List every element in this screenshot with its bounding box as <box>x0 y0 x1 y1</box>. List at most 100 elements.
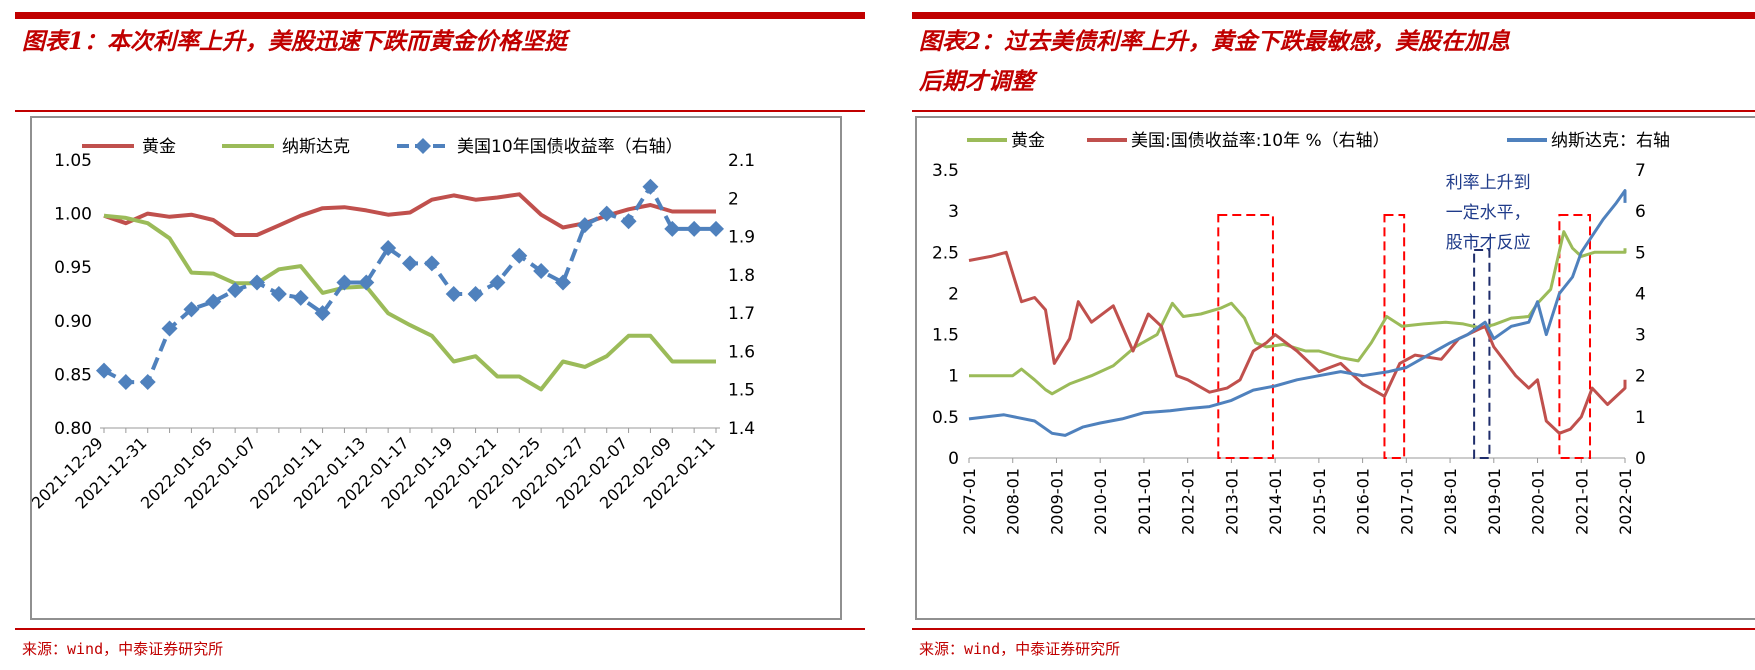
footer-separator <box>15 628 865 630</box>
chart-panel-1: 图表1：本次利率上升，美股迅速下跌而黄金价格坚挺 0.80 0.85 0.90 0.9… <box>0 0 865 670</box>
y-left-tick-label: 3 <box>948 202 959 222</box>
y-left-tick-label: 1.00 <box>54 205 92 225</box>
y-left-tick-label: 1 <box>948 367 959 387</box>
data-point-marker <box>423 255 440 272</box>
legend-label-0: 黄金 <box>1011 131 1045 151</box>
data-point-marker <box>708 220 724 237</box>
y-right-tick-label: 2.1 <box>728 151 755 171</box>
data-point-marker <box>489 274 506 291</box>
x-tick-label: 2015-01 <box>1310 468 1329 535</box>
y-right-tick-label: 2 <box>1635 367 1646 387</box>
data-point-marker <box>620 213 637 230</box>
legend-label-2: 美国10年国债收益率（右轴） <box>457 137 683 157</box>
x-tick-label: 2008-01 <box>1004 468 1023 535</box>
y-left-tick-label: 2 <box>948 284 959 304</box>
y-right-tick-label: 1.9 <box>728 228 755 248</box>
y-right-tick-label: 6 <box>1635 202 1646 222</box>
title-separator <box>15 110 865 112</box>
title-bar-accent <box>15 12 865 19</box>
legend-label-2: 纳斯达克：右轴 <box>1551 131 1670 151</box>
data-point-marker <box>358 274 375 291</box>
legend-label-1: 纳斯达克 <box>282 137 350 157</box>
data-point-marker <box>139 374 156 391</box>
x-tick-label: 2007-01 <box>960 468 979 535</box>
chart2-canvas: 0 0.5 1 1.5 2 2.5 3 3.5 0 1 2 3 4 5 6 7 2007-01 2008-01 20… <box>932 131 1670 535</box>
y-left-tick-label: 0.85 <box>54 365 92 385</box>
data-point-marker <box>533 263 550 280</box>
y-left-tick-label: 0 <box>948 449 959 469</box>
data-point-marker <box>205 293 222 310</box>
series-line-1 <box>968 250 1627 435</box>
data-point-marker <box>445 286 462 302</box>
y-right-tick-label: 1.8 <box>728 266 755 286</box>
legend-marker <box>415 138 431 154</box>
data-point-marker <box>96 362 112 379</box>
data-point-marker <box>467 286 484 302</box>
data-point-marker <box>402 255 418 272</box>
chart2-title-line2: 后期才调整 <box>919 68 1034 95</box>
data-point-marker <box>183 301 200 318</box>
y-right-tick-label: 3 <box>1635 326 1646 346</box>
data-point-marker <box>555 274 571 291</box>
data-point-marker <box>336 274 353 291</box>
title-bar-accent <box>912 12 1755 19</box>
x-tick-label: 2013-01 <box>1222 468 1241 535</box>
x-tick-label: 2017-01 <box>1397 468 1416 535</box>
y-right-tick-label: 1.5 <box>728 381 755 401</box>
y-left-tick-label: 1.5 <box>932 326 959 346</box>
chart1-canvas: 0.80 0.85 0.90 0.95 1.00 1.05 1.4 1.5 1.6 1.7 1.8 1… <box>28 137 755 513</box>
chart-panel-2: 图表2：过去美债利率上升，黄金下跌最敏感，美股在加息 后期才调整 0 0.5 1 1.… <box>897 0 1755 670</box>
y-right-tick-label: 7 <box>1635 161 1646 181</box>
chart2-title-line1: 图表2：过去美债利率上升，黄金下跌最敏感，美股在加息 <box>919 28 1511 55</box>
x-tick-label: 2012-01 <box>1179 468 1198 535</box>
series-line-1 <box>103 213 716 392</box>
chart2-title: 图表2：过去美债利率上升，黄金下跌最敏感，美股在加息 后期才调整 <box>919 22 1749 102</box>
chart2-source: 来源：wind，中泰证券研究所 <box>919 640 1121 658</box>
data-point-marker <box>380 240 397 257</box>
x-tick-label: 2018-01 <box>1441 468 1460 535</box>
y-right-tick-label: 1.7 <box>728 304 755 324</box>
x-tick-label: 2009-01 <box>1047 468 1066 535</box>
x-tick-label: 2022-01 <box>1616 468 1635 535</box>
title-separator <box>912 110 1755 112</box>
x-tick-label: 2019-01 <box>1485 468 1504 535</box>
chart1-source: 来源：wind，中泰证券研究所 <box>22 640 224 658</box>
series-line-0 <box>103 192 716 237</box>
chart2-frame: 0 0.5 1 1.5 2 2.5 3 3.5 0 1 2 3 4 5 6 7 2007-01 2008-01 20… <box>915 116 1755 620</box>
y-left-tick-label: 0.5 <box>932 408 959 428</box>
y-right-tick-label: 1.6 <box>728 342 755 362</box>
y-left-tick-label: 2.5 <box>932 243 959 263</box>
data-point-marker <box>686 220 703 237</box>
data-point-marker <box>249 274 265 291</box>
highlight-box-navy <box>1473 249 1491 459</box>
y-left-tick-label: 0.80 <box>54 419 92 439</box>
data-point-marker <box>227 282 244 299</box>
data-point-marker <box>270 286 287 302</box>
data-point-marker <box>598 205 615 222</box>
legend-label-0: 黄金 <box>142 137 176 157</box>
data-point-marker <box>642 178 659 195</box>
y-left-tick-label: 3.5 <box>932 161 959 181</box>
annotation-text: 股市才反应 <box>1446 233 1531 253</box>
y-right-tick-label: 2 <box>728 189 739 209</box>
footer-separator <box>912 628 1755 630</box>
y-right-tick-label: 1 <box>1635 408 1646 428</box>
y-left-tick-label: 0.95 <box>54 258 92 278</box>
data-point-marker <box>576 217 593 234</box>
data-point-marker <box>511 247 528 264</box>
x-tick-label: 2021-01 <box>1572 468 1591 535</box>
highlight-box-red <box>1383 214 1406 459</box>
annotation-text: 利率上升到 <box>1446 173 1531 193</box>
data-point-marker <box>117 374 134 391</box>
y-right-tick-label: 0 <box>1635 449 1646 469</box>
x-tick-label: 2014-01 <box>1266 468 1285 535</box>
data-point-marker <box>314 305 331 322</box>
chart1-frame: 0.80 0.85 0.90 0.95 1.00 1.05 1.4 1.5 1.6 1.7 1.8 1… <box>28 116 842 620</box>
series-line-0 <box>969 230 1627 396</box>
x-tick-label: 2016-01 <box>1354 468 1373 535</box>
x-tick-label: 2020-01 <box>1529 468 1548 535</box>
chart1-title: 图表1：本次利率上升，美股迅速下跌而黄金价格坚挺 <box>22 28 568 55</box>
highlight-box-red <box>1558 214 1592 459</box>
data-point-marker <box>161 320 178 337</box>
y-right-tick-label: 5 <box>1635 243 1646 263</box>
